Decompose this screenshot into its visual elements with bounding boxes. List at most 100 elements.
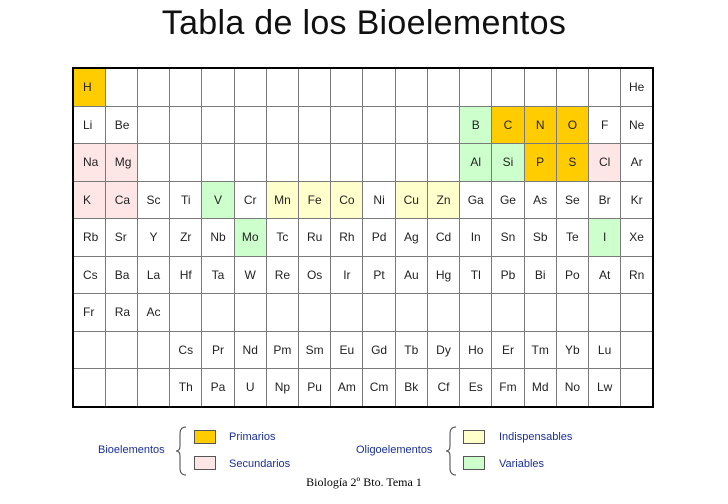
- element-he: He: [620, 67, 654, 107]
- element-cd: Cd: [426, 218, 461, 257]
- element-pr: Pr: [201, 330, 235, 369]
- empty-cell: [394, 143, 428, 182]
- empty-cell: [426, 143, 461, 182]
- legend-oligoelementos-label: Oligoelementos: [356, 444, 433, 456]
- empty-cell: [523, 67, 557, 107]
- empty-cell: [201, 143, 235, 182]
- empty-cell: [426, 293, 461, 332]
- empty-cell: [104, 330, 138, 369]
- element-br: Br: [587, 180, 622, 219]
- element-sr: Sr: [104, 218, 138, 257]
- empty-cell: [620, 293, 654, 332]
- empty-cell: [201, 67, 235, 107]
- empty-cell: [523, 293, 557, 332]
- empty-cell: [362, 105, 396, 144]
- element-ga: Ga: [459, 180, 493, 219]
- element-b: B: [459, 105, 493, 144]
- element-ca: Ca: [104, 180, 138, 219]
- empty-cell: [233, 105, 267, 144]
- element-se: Se: [555, 180, 590, 219]
- element-cr: Cr: [233, 180, 267, 219]
- empty-cell: [394, 293, 428, 332]
- empty-cell: [620, 368, 654, 407]
- element-lw: Lw: [587, 368, 622, 407]
- element-w: W: [233, 255, 267, 294]
- element-tb: Tb: [394, 330, 428, 369]
- swatch-indispensables: [463, 430, 485, 444]
- element-tl: Tl: [459, 255, 493, 294]
- empty-cell: [265, 67, 300, 107]
- element-n: N: [523, 105, 557, 144]
- element-cl: Cl: [587, 143, 622, 182]
- element-k: K: [72, 180, 106, 219]
- element-pd: Pd: [362, 218, 396, 257]
- element-am: Am: [330, 368, 364, 407]
- element-s: S: [555, 143, 590, 182]
- element-la: La: [136, 255, 171, 294]
- element-dy: Dy: [426, 330, 461, 369]
- empty-cell: [233, 143, 267, 182]
- element-ta: Ta: [201, 255, 235, 294]
- empty-cell: [201, 105, 235, 144]
- element-mn: Mn: [265, 180, 300, 219]
- legend-bioelementos-label: Bioelementos: [98, 444, 165, 456]
- element-sc: Sc: [136, 180, 171, 219]
- empty-cell: [587, 67, 622, 107]
- table-row: Fr Ra Ac: [72, 293, 654, 332]
- empty-cell: [362, 293, 396, 332]
- element-cu: Cu: [394, 180, 428, 219]
- empty-cell: [330, 67, 364, 107]
- element-rh: Rh: [330, 218, 364, 257]
- element-re: Re: [265, 255, 300, 294]
- element-ge: Ge: [491, 180, 525, 219]
- element-cm: Cm: [362, 368, 396, 407]
- element-cs: Cs: [169, 330, 203, 369]
- element-bi: Bi: [523, 255, 557, 294]
- table-row: Li Be B C N O F Ne: [72, 105, 654, 144]
- empty-cell: [394, 105, 428, 144]
- empty-cell: [362, 67, 396, 107]
- legend-right-brace-icon: [445, 426, 457, 476]
- element-ag: Ag: [394, 218, 428, 257]
- element-ru: Ru: [298, 218, 332, 257]
- empty-cell: [233, 293, 267, 332]
- element-hf: Hf: [169, 255, 203, 294]
- element-p: P: [523, 143, 557, 182]
- empty-cell: [201, 293, 235, 332]
- empty-cell: [394, 67, 428, 107]
- empty-cell: [72, 330, 106, 369]
- empty-cell: [265, 293, 300, 332]
- empty-cell: [298, 143, 332, 182]
- table-row: Cs Pr Nd Pm Sm Eu Gd Tb Dy Ho Er Tm Yb Lu: [72, 330, 654, 369]
- element-po: Po: [555, 255, 590, 294]
- element-hg: Hg: [426, 255, 461, 294]
- empty-cell: [169, 293, 203, 332]
- empty-cell: [169, 143, 203, 182]
- empty-cell: [426, 67, 461, 107]
- element-th: Th: [169, 368, 203, 407]
- element-os: Os: [298, 255, 332, 294]
- empty-cell: [265, 105, 300, 144]
- element-cs: Cs: [72, 255, 106, 294]
- legend-variables-label: Variables: [499, 458, 545, 470]
- legend-left-brace-icon: [175, 426, 187, 476]
- empty-cell: [136, 67, 171, 107]
- element-ra: Ra: [104, 293, 138, 332]
- empty-cell: [491, 67, 525, 107]
- element-au: Au: [394, 255, 428, 294]
- page-title: Tabla de los Bioelementos: [161, 4, 567, 42]
- element-sm: Sm: [298, 330, 332, 369]
- table-row: H He: [72, 67, 654, 107]
- element-c: C: [491, 105, 525, 144]
- table-row: Rb Sr Y Zr Nb Mo Tc Ru Rh Pd Ag Cd In Sn Sb Te I Xe: [72, 218, 654, 257]
- element-zr: Zr: [169, 218, 203, 257]
- element-gd: Gd: [362, 330, 396, 369]
- empty-cell: [169, 105, 203, 144]
- element-tc: Tc: [265, 218, 300, 257]
- empty-cell: [459, 293, 493, 332]
- element-rb: Rb: [72, 218, 106, 257]
- empty-cell: [136, 143, 171, 182]
- element-ne: Ne: [620, 105, 654, 144]
- element-ho: Ho: [459, 330, 493, 369]
- element-pb: Pb: [491, 255, 525, 294]
